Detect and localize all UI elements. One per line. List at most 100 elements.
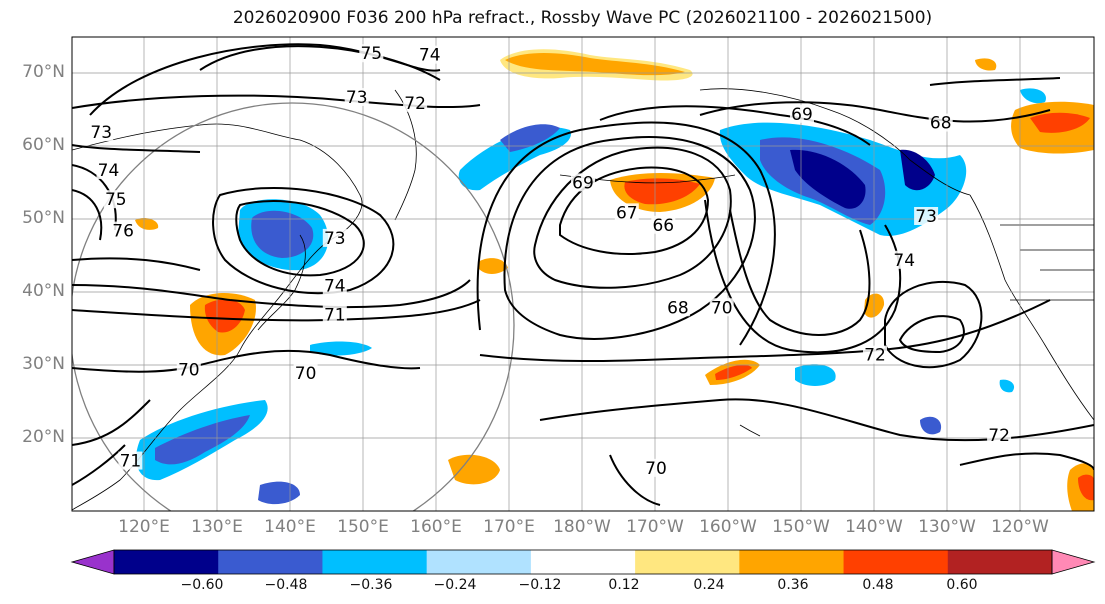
contour-label-background (790, 104, 814, 123)
negative-anomaly-region (310, 341, 372, 356)
contour-line (72, 164, 117, 231)
contour-label: 73 (346, 88, 368, 108)
contour-label: 74 (324, 276, 346, 296)
lon-label: 150°W (772, 517, 830, 537)
us-state-border (1010, 249, 1094, 301)
colorbar-extend-high (1051, 549, 1096, 575)
colorbar-tick: −0.36 (349, 577, 393, 593)
lon-label: 120°E (118, 517, 170, 537)
colorbar-segment (426, 550, 532, 574)
positive-anomaly-region (505, 53, 685, 76)
refractive-index-contours (72, 43, 1094, 506)
contour-line (72, 399, 151, 446)
contour-line (959, 452, 1094, 471)
contour-label: 75 (360, 44, 382, 64)
colorbar-segment (739, 550, 845, 574)
lat-label: 50°N (22, 208, 65, 228)
contour-line (704, 199, 902, 354)
colorbar-segment (530, 550, 636, 574)
contour-line (729, 209, 871, 336)
contour-line (72, 279, 471, 309)
colorbar-segment (843, 550, 949, 574)
contour-line (72, 299, 481, 322)
contour-label-background (403, 93, 428, 112)
negative-anomaly-region (795, 364, 836, 386)
contour-label: 75 (105, 190, 127, 210)
contour-label: 76 (112, 222, 134, 242)
contour-line (199, 45, 441, 81)
colorbar-tick: 0.60 (946, 577, 978, 593)
map-frame (71, 36, 1095, 512)
contour-line (235, 200, 365, 277)
negative-anomaly-region (500, 124, 560, 152)
colorbar-segment (218, 550, 323, 574)
contour-line (72, 189, 103, 241)
lat-label: 20°N (22, 427, 65, 447)
contour-line (599, 105, 871, 146)
contour-label-background (96, 161, 121, 180)
contour-label-background (322, 228, 347, 247)
colorbar-segment (635, 550, 740, 574)
contour-line (884, 280, 983, 369)
contour-label-background (665, 298, 690, 317)
contour-label-background (359, 44, 384, 63)
lat-label: 40°N (22, 281, 65, 301)
positive-anomaly-region (1078, 474, 1094, 501)
colorbar-outline (113, 549, 1053, 575)
positive-anomaly-region (975, 58, 997, 71)
contour-label-background (417, 45, 442, 64)
contour-label: 69 (791, 105, 813, 125)
contour-label: 68 (930, 114, 952, 134)
contour-line (72, 94, 481, 109)
lon-label: 140°W (845, 517, 903, 537)
contour-label-background (118, 451, 143, 470)
contour-label: 70 (178, 360, 200, 380)
colorbar-tick: 0.48 (862, 577, 894, 593)
contour-label-background (293, 363, 318, 382)
contour-label: 74 (893, 251, 915, 271)
lon-label: 160°W (699, 517, 757, 537)
contour-label: 69 (572, 173, 594, 193)
colorbar-tick: −0.60 (180, 577, 224, 593)
lat-label: 70°N (22, 62, 65, 82)
japan-coastline (257, 234, 306, 331)
lon-label: 170°W (626, 517, 684, 537)
contour-label-background (322, 305, 347, 324)
lat-label: 30°N (22, 354, 65, 374)
colorbar-tick: 0.36 (777, 577, 809, 593)
contour-label-background (322, 276, 347, 295)
contour-label: 74 (419, 46, 441, 66)
north-america-coastline (969, 194, 1094, 421)
contour-label-background (651, 215, 676, 234)
positive-anomaly-region (448, 454, 500, 485)
map-title: 2026020900 F036 200 hPa refract., Rossby… (232, 8, 933, 28)
contour-line (212, 187, 395, 295)
contour-label-background (892, 250, 917, 269)
positive-anomaly-region (624, 178, 700, 205)
asia-coastline (72, 123, 363, 511)
contour-line (929, 77, 1061, 86)
contour-label-background (571, 173, 595, 192)
contour-label: 72 (988, 426, 1010, 446)
contour-label: 70 (711, 298, 733, 318)
colorbar-segment (322, 550, 428, 574)
lat-label: 60°N (22, 135, 65, 155)
contour-label: 71 (324, 306, 346, 326)
colorbar-tick: 0.24 (693, 577, 725, 593)
contour-label: 73 (90, 123, 112, 143)
contour-line (72, 444, 126, 486)
contour-label-background (111, 221, 136, 240)
colorbar-tick: −0.12 (518, 577, 562, 593)
alaska-coastline (699, 88, 971, 196)
contour-labels: 75 74 73 72 73 74 75 76 73 74 71 70 70 71 69 67 66 68 70 70… (89, 44, 1012, 479)
lon-label: 170°E (483, 517, 535, 537)
colorbar-extend-low (70, 549, 115, 575)
colorbar-segment (947, 550, 1053, 574)
contour-label: 68 (667, 298, 689, 318)
positive-anomaly-region (1030, 112, 1090, 133)
negative-anomaly-region (920, 416, 942, 435)
contour-label: 74 (98, 161, 120, 181)
positive-anomaly-region (204, 299, 245, 333)
contour-line (699, 101, 1051, 123)
